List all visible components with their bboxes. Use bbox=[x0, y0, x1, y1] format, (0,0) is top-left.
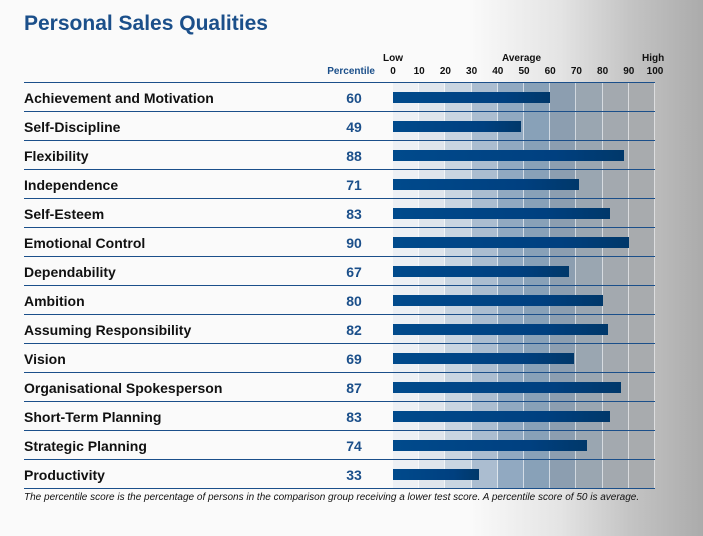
bottom-divider bbox=[24, 488, 655, 489]
bar bbox=[393, 469, 480, 480]
bar bbox=[393, 266, 569, 277]
percentile-header: Percentile bbox=[327, 66, 375, 77]
category-label: Short-Term Planning bbox=[24, 409, 162, 425]
tick-label: 20 bbox=[439, 66, 451, 77]
bar bbox=[393, 92, 551, 103]
chart-row: Flexibility 88 bbox=[24, 140, 655, 169]
chart-row: Self-Discipline 49 bbox=[24, 111, 655, 140]
category-label: Achievement and Motivation bbox=[24, 90, 214, 106]
percentile-value: 74 bbox=[346, 438, 362, 454]
scale-label-low: Low bbox=[383, 53, 403, 64]
percentile-value: 49 bbox=[346, 119, 362, 135]
chart-row: Strategic Planning 74 bbox=[24, 430, 655, 459]
bar bbox=[393, 353, 574, 364]
tick-label: 80 bbox=[597, 66, 609, 77]
tick-label: 50 bbox=[518, 66, 530, 77]
bar bbox=[393, 382, 621, 393]
percentile-value: 71 bbox=[346, 177, 362, 193]
category-label: Dependability bbox=[24, 264, 116, 280]
tick-label: 40 bbox=[492, 66, 504, 77]
category-label: Assuming Responsibility bbox=[24, 322, 192, 338]
bar bbox=[393, 295, 603, 306]
bar bbox=[393, 121, 522, 132]
category-label: Independence bbox=[24, 177, 119, 193]
percentile-value: 83 bbox=[346, 409, 362, 425]
category-label: Productivity bbox=[24, 467, 105, 483]
tick-label: 70 bbox=[570, 66, 582, 77]
percentile-value: 82 bbox=[346, 322, 362, 338]
tick-label: 100 bbox=[646, 66, 664, 77]
category-label: Emotional Control bbox=[24, 235, 146, 251]
category-label: Self-Esteem bbox=[24, 206, 105, 222]
chart-row: Assuming Responsibility 82 bbox=[24, 314, 655, 343]
bar bbox=[393, 208, 611, 219]
category-label: Self-Discipline bbox=[24, 119, 121, 135]
category-label: Ambition bbox=[24, 293, 85, 309]
chart-row: Self-Esteem 83 bbox=[24, 198, 655, 227]
bar bbox=[393, 440, 587, 451]
tick-label: 60 bbox=[544, 66, 556, 77]
percentile-value: 88 bbox=[346, 148, 362, 164]
tick-label: 0 bbox=[390, 66, 396, 77]
percentile-value: 90 bbox=[346, 235, 362, 251]
category-label: Flexibility bbox=[24, 148, 89, 164]
percentile-value: 87 bbox=[346, 380, 362, 396]
chart-row: Dependability 67 bbox=[24, 256, 655, 285]
category-label: Organisational Spokesperson bbox=[24, 380, 223, 396]
bar bbox=[393, 237, 629, 248]
bar bbox=[393, 179, 580, 190]
tick-label: 90 bbox=[623, 66, 635, 77]
category-label: Strategic Planning bbox=[24, 438, 147, 454]
bar bbox=[393, 324, 608, 335]
chart-row: Vision 69 bbox=[24, 343, 655, 372]
percentile-value: 80 bbox=[346, 293, 362, 309]
percentile-value: 60 bbox=[346, 90, 362, 106]
percentile-value: 33 bbox=[346, 467, 362, 483]
percentile-value: 83 bbox=[346, 206, 362, 222]
footnote: The percentile score is the percentage o… bbox=[24, 492, 640, 503]
chart-row: Short-Term Planning 83 bbox=[24, 401, 655, 430]
chart-row: Emotional Control 90 bbox=[24, 227, 655, 256]
chart-row: Ambition 80 bbox=[24, 285, 655, 314]
chart-row: Achievement and Motivation 60 bbox=[24, 82, 655, 111]
tick-label: 30 bbox=[466, 66, 478, 77]
page-title: Personal Sales Qualities bbox=[24, 12, 268, 35]
category-label: Vision bbox=[24, 351, 66, 367]
chart-row: Productivity 33 bbox=[24, 459, 655, 488]
tick-label: 10 bbox=[413, 66, 425, 77]
bar bbox=[393, 150, 624, 161]
percentile-value: 67 bbox=[346, 264, 362, 280]
scale-label-average: Average bbox=[502, 53, 542, 64]
percentile-value: 69 bbox=[346, 351, 362, 367]
chart-row: Organisational Spokesperson 87 bbox=[24, 372, 655, 401]
scale-label-high: High bbox=[642, 53, 665, 64]
bar bbox=[393, 411, 611, 422]
chart-row: Independence 71 bbox=[24, 169, 655, 198]
